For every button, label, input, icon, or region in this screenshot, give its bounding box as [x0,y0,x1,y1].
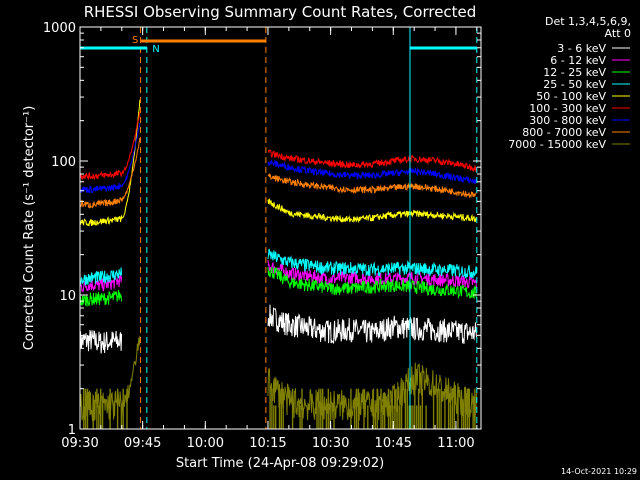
series-layer [79,99,477,429]
series-line-pre-0 [79,330,123,354]
x-axis-label: Start Time (24-Apr-08 09:29:02) [176,456,384,471]
series-line-post-5 [267,149,477,173]
x-tick-label: 10:45 [375,436,412,451]
legend-label: 3 - 6 keV [557,42,606,55]
y-tick-label: 10 [59,289,76,304]
chart-title: RHESSI Observing Summary Count Rates, Co… [84,3,477,21]
series-line-pre-5 [79,111,141,181]
series-line-pre-7 [79,137,141,209]
x-tick-label: 10:30 [312,436,349,451]
series-line-post-0 [267,304,477,344]
footer-date: 14-Oct-2021 10:29 [561,467,637,476]
legend-label: 100 - 300 keV [529,102,606,115]
series-line-pre-4 [79,99,141,227]
legend-label: 800 - 7000 keV [522,126,606,139]
y-tick-label: 1 [68,423,76,438]
y-tick-label: 1000 [43,21,76,36]
series-line-pre-2 [79,289,123,307]
series-line-post-6 [267,159,477,185]
series-bars-high-energy [83,388,476,429]
series-line-pre-6 [79,122,141,194]
y-tick-label: 100 [51,155,76,170]
legend-label: 12 - 25 keV [543,66,606,79]
series-line-pre-3 [79,267,123,286]
marker-layer: SN [80,27,478,429]
legend-header-line: Att 0 [605,27,631,40]
y-axis-label: Corrected Count Rate (s⁻¹ detector⁻¹) [22,106,37,351]
annotation-s: S [132,35,138,46]
x-tick-label: 10:15 [249,436,286,451]
series-line-post-7 [267,173,477,199]
plot-frame [79,26,482,430]
legend-label: 300 - 800 keV [529,114,606,127]
series-line-post-2 [267,267,477,300]
axis-layer: 09:30 09:45 10:00 10:15 10:30 10:45 11:00 1 10 10… [43,21,481,451]
x-tick-label: 11:00 [437,436,474,451]
legend-label: 6 - 12 keV [550,54,606,67]
legend-label: 7000 - 15000 keV [508,138,606,151]
series-line-post-1 [267,259,477,289]
series-line-post-4 [267,198,477,224]
x-tick-label: 10:00 [187,436,224,451]
series-line-pre-8 [79,335,141,422]
legend-header-line: Det 1,3,4,5,6,9, [545,15,631,28]
x-tick-label: 09:30 [61,436,98,451]
legend-label: 50 - 100 keV [536,90,606,103]
x-tick-label: 09:45 [124,436,161,451]
legend-label: 25 - 50 keV [543,78,606,91]
series-line-post-3 [267,248,477,280]
annotation-n: N [152,44,159,55]
